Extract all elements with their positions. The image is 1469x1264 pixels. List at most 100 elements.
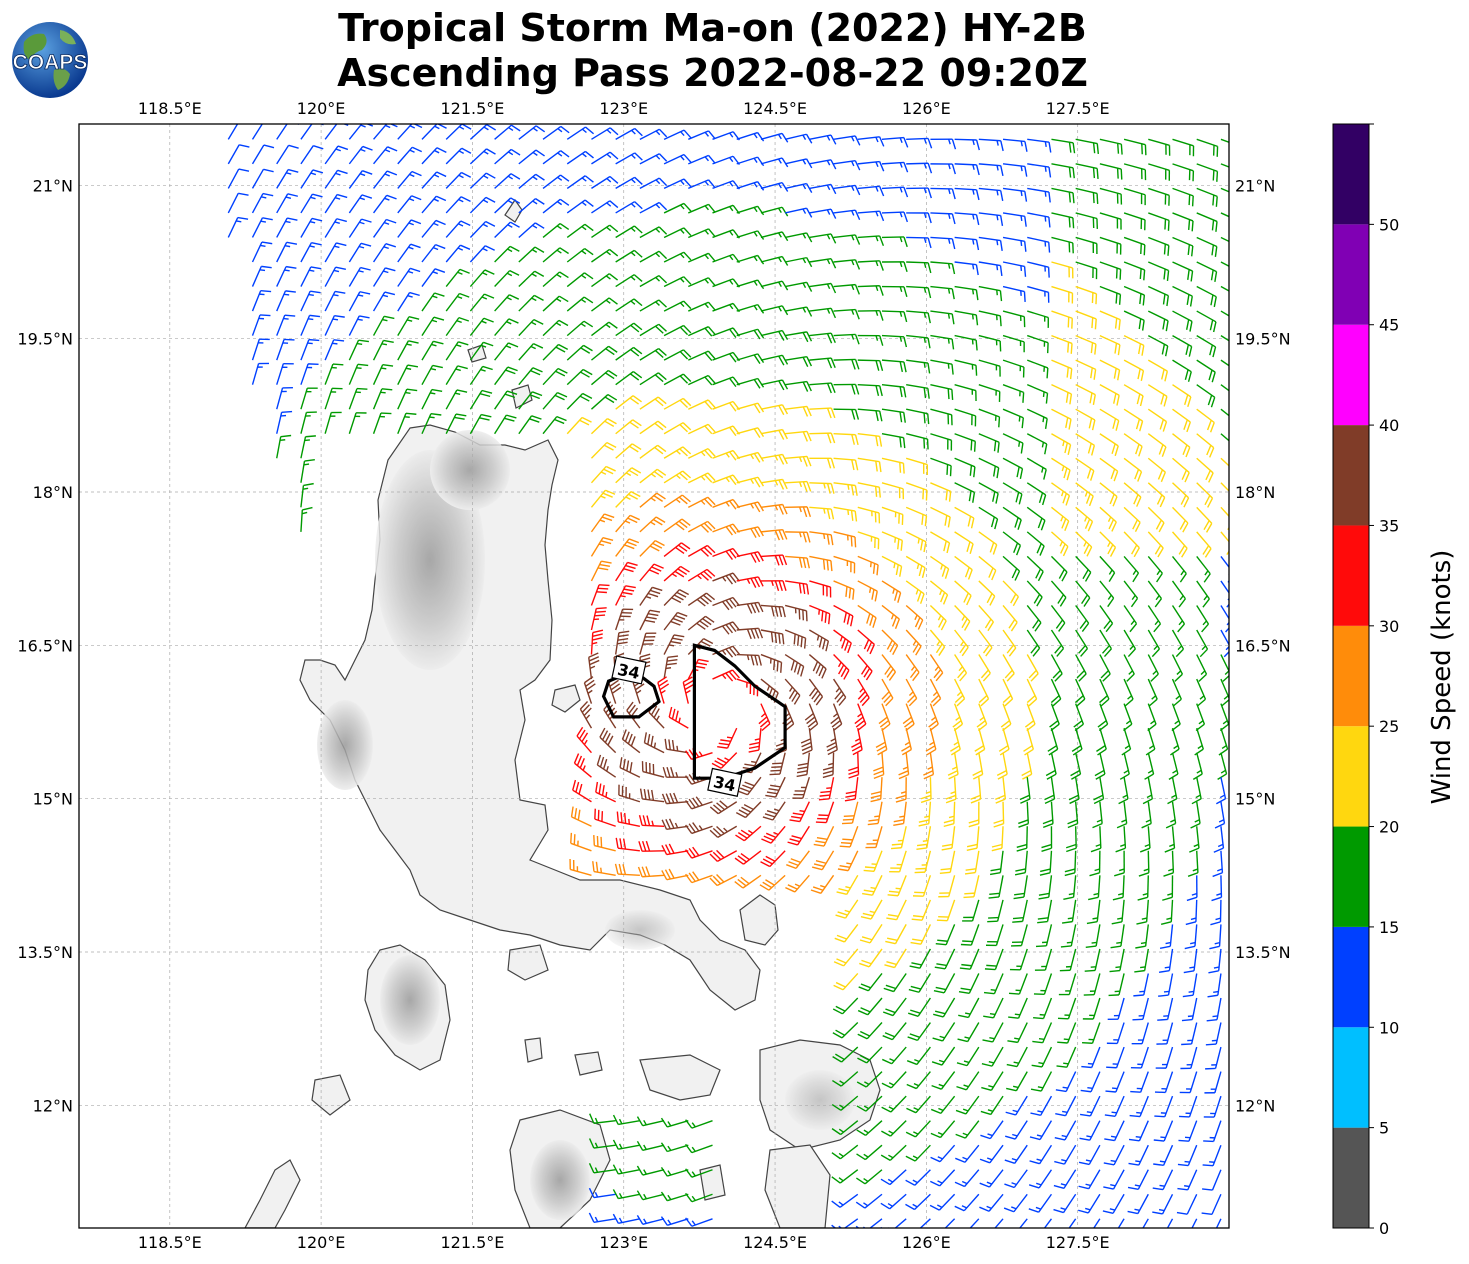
wind-barb (1099, 605, 1114, 633)
wind-barb (687, 448, 716, 459)
wind-barb (251, 217, 273, 238)
wind-barb (857, 235, 885, 246)
wind-barb (1099, 285, 1122, 305)
colorbar-tick-label: 20 (1379, 818, 1399, 837)
wind-barb (760, 428, 788, 440)
wind-barb (881, 654, 897, 681)
wind-barb (1054, 1120, 1077, 1141)
wind-barb (857, 136, 885, 147)
wind-barb (1202, 1144, 1222, 1167)
wind-barb (397, 340, 419, 361)
wind-barb (1123, 236, 1146, 256)
wind-barb (717, 727, 738, 749)
wind-barb (1090, 826, 1102, 853)
wind-barb (542, 271, 569, 288)
wind-barb (1153, 1144, 1174, 1167)
wind-barb (1075, 654, 1087, 682)
wind-barb (760, 629, 785, 645)
wind-barb (905, 1120, 931, 1138)
wind-barb (905, 531, 927, 553)
wind-barb (1123, 555, 1140, 583)
wind-barb (591, 175, 619, 189)
wind-barb (978, 654, 991, 682)
wind-barb (300, 314, 321, 336)
wind-barb (1123, 384, 1144, 407)
wind-barb (1196, 163, 1219, 182)
wind-barb (857, 408, 883, 422)
wind-barb (905, 654, 920, 682)
wind-barb (566, 150, 594, 165)
wind-barb (1190, 801, 1201, 829)
wind-barb (300, 363, 319, 385)
lon-tick-label-bottom: 118.5°E (138, 1233, 202, 1252)
wind-barb (1123, 654, 1135, 682)
wind-barb (300, 338, 320, 361)
wind-barb (785, 455, 812, 467)
wind-barb (660, 1167, 689, 1177)
wind-barb (760, 528, 788, 541)
wind-barb (664, 738, 689, 754)
wind-barb (865, 826, 883, 849)
wind-barb (1029, 1120, 1053, 1141)
wind-barb (1220, 236, 1229, 243)
wind-barb (1172, 359, 1192, 382)
wind-barb (1099, 678, 1110, 707)
wind-barb (760, 653, 783, 673)
wind-barb (372, 339, 394, 361)
wind-barb (1099, 629, 1113, 657)
wind-barb (736, 451, 765, 463)
wind-barb (1002, 334, 1025, 353)
wind-barb (590, 607, 607, 631)
wind-barb (1214, 801, 1226, 829)
wind-barb (1035, 924, 1053, 948)
wind-barb (930, 310, 955, 325)
wind-barb (792, 776, 811, 799)
wind-barb (954, 433, 976, 452)
wind-barb (929, 629, 946, 656)
wind-barb (881, 1095, 907, 1113)
wind-barb (373, 194, 397, 214)
wind-barb (469, 341, 494, 361)
wind-barb (760, 604, 786, 618)
wind-barb (736, 131, 765, 142)
wind-barb (959, 948, 980, 970)
wind-barb (933, 973, 956, 994)
wind-barb (833, 135, 861, 146)
lon-tick-label-top: 127.5°E (1046, 99, 1110, 118)
wind-barb (1068, 777, 1080, 805)
wind-barb (615, 561, 638, 582)
wind-barb (1064, 850, 1077, 877)
wind-barb (735, 801, 762, 819)
lat-tick-label-left: 13.5°N (17, 943, 73, 962)
wind-barb (857, 1022, 883, 1040)
wind-barb (542, 222, 570, 239)
wind-barb (809, 332, 836, 344)
wind-barb (890, 826, 907, 850)
wind-barb (1075, 261, 1098, 280)
wind-barb (1108, 973, 1125, 997)
wind-barb (687, 423, 716, 435)
wind-barb (813, 825, 835, 847)
wind-barb (736, 328, 765, 340)
wind-barb (898, 752, 910, 780)
wind-barb (1014, 850, 1028, 876)
wind-barb (873, 752, 885, 780)
wind-barb (566, 126, 595, 140)
wind-barb (833, 948, 859, 967)
wind-barb (809, 159, 837, 170)
wind-barb (638, 840, 665, 852)
wind-barb (857, 309, 884, 321)
wind-barb (590, 513, 615, 533)
wind-barb (1084, 948, 1101, 972)
wind-barb (637, 866, 665, 878)
wind-barb (978, 138, 1004, 152)
wind-barb (832, 1071, 859, 1087)
marinduque-island (507, 944, 549, 981)
wind-barb (905, 457, 929, 475)
wind-barb (989, 850, 1004, 876)
wind-barb (1026, 408, 1048, 429)
wind-barb (736, 205, 765, 216)
colorbar-tick-label: 25 (1379, 717, 1399, 736)
wind-barb (1187, 850, 1199, 877)
wind-barb (615, 419, 642, 435)
